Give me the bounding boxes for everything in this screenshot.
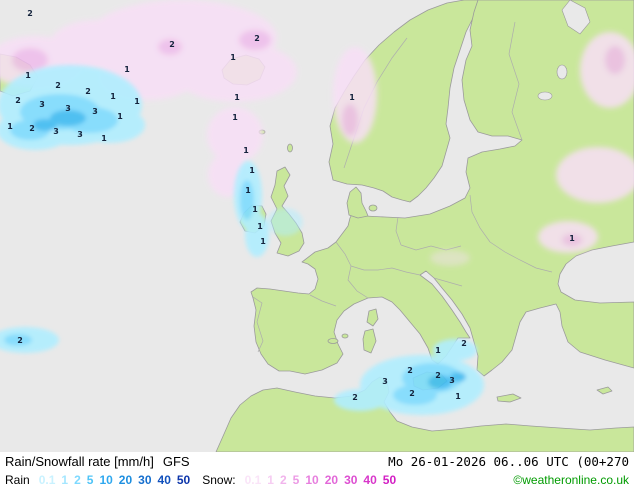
legend-scale-value: 40 xyxy=(157,473,171,487)
precip-value-label: 1 xyxy=(435,346,441,355)
legend-scale-value: 1 xyxy=(267,473,274,487)
precip-value-label: 2 xyxy=(409,389,415,398)
precip-value-label: 2 xyxy=(15,96,21,105)
land-denmark xyxy=(346,186,369,219)
legend-scale-value: 40 xyxy=(363,473,377,487)
precip-value-label: 2 xyxy=(85,87,91,96)
precip-value-label: 1 xyxy=(243,146,249,155)
precip-value-label: 1 xyxy=(349,93,355,102)
land-shetland xyxy=(287,143,293,153)
legend-scale-value: 50 xyxy=(382,473,397,487)
legend-scale-value: 0.1 xyxy=(244,473,262,487)
legend-scale-value: 30 xyxy=(344,473,358,487)
legend-scale-value: 5 xyxy=(86,473,94,487)
snow-legend-label: Snow: xyxy=(202,473,236,487)
copyright: ©weatheronline.co.uk xyxy=(513,473,629,487)
precip-value-label: 2 xyxy=(461,339,467,348)
precip-value-label: 1 xyxy=(230,53,236,62)
legend-scale-value: 20 xyxy=(324,473,339,487)
legend-scale-value: 1 xyxy=(61,473,69,487)
land-sardinia xyxy=(362,328,377,354)
precip-value-label: 1 xyxy=(7,122,13,131)
snow-scale: 0.1 1 2 5 10 20 30 40 50 xyxy=(245,471,397,489)
legend-scale-value: 10 xyxy=(305,473,319,487)
precip-value-label: 3 xyxy=(65,104,71,113)
precip-value-label: 1 xyxy=(257,222,263,231)
precip-value-label: 1 xyxy=(455,392,461,401)
precip-value-label: 2 xyxy=(55,81,61,90)
precip-value-label: 1 xyxy=(117,112,123,121)
precip-value-label: 2 xyxy=(407,366,413,375)
legend-scale-value: 5 xyxy=(292,473,300,487)
precip-value-label: 1 xyxy=(110,92,116,101)
land-zealand xyxy=(368,204,378,212)
precip-value-label: 2 xyxy=(17,336,23,345)
lake-ladoga xyxy=(537,91,553,101)
model-label: GFS xyxy=(162,454,190,469)
precip-value-label: 1 xyxy=(249,166,255,175)
map-datetime: Mo 26-01-2026 06..06 UTC (00+270 xyxy=(388,454,629,469)
legend-scale-value: 2 xyxy=(74,473,81,487)
precip-value-label: 3 xyxy=(77,130,83,139)
rain-legend-label: Rain xyxy=(5,473,30,487)
map-title: Rain/Snowfall rate [mm/h] GFS xyxy=(5,453,190,471)
legend-scale-value: 50 xyxy=(176,473,191,487)
landmasses xyxy=(0,0,634,452)
footer-bar: Rain/Snowfall rate [mm/h] GFS Mo 26-01-20… xyxy=(0,452,634,490)
precip-value-label: 3 xyxy=(449,376,455,385)
precip-value-label: 1 xyxy=(245,186,251,195)
precip-value-label: 3 xyxy=(39,100,45,109)
legend-scale-value: 10 xyxy=(99,473,113,487)
precip-value-label: 1 xyxy=(569,234,575,243)
precip-value-label: 1 xyxy=(232,113,238,122)
precip-value-label: 1 xyxy=(252,205,258,214)
precip-value-label: 1 xyxy=(260,237,266,246)
white-sea xyxy=(561,0,591,35)
precip-value-label: 3 xyxy=(53,127,59,136)
snow-layer xyxy=(0,0,634,266)
land-cyprus xyxy=(596,386,613,395)
product-label: Rain/Snowfall rate [mm/h] xyxy=(5,454,154,469)
land-mallorca xyxy=(327,338,339,344)
land-corsica xyxy=(366,308,379,327)
precip-value-label: 1 xyxy=(234,93,240,102)
legend-scale-value: 0.1 xyxy=(38,473,56,487)
precip-value-label: 2 xyxy=(435,371,441,380)
lake-onega xyxy=(556,64,568,80)
precip-value-label: 2 xyxy=(254,34,260,43)
precip-value-label: 1 xyxy=(25,71,31,80)
precip-value-label: 2 xyxy=(169,40,175,49)
precip-value-label: 3 xyxy=(382,377,388,386)
precip-value-label: 3 xyxy=(92,107,98,116)
precip-value-label: 1 xyxy=(124,65,130,74)
land-mainland-europe xyxy=(250,0,634,377)
legend-scale-value: 2 xyxy=(279,473,287,487)
country-borders xyxy=(252,21,553,353)
rain-layer xyxy=(0,65,484,415)
precip-value-label: 1 xyxy=(101,134,107,143)
precip-value-label: 1 xyxy=(134,97,140,106)
legend-scale-value: 30 xyxy=(138,473,152,487)
land-menorca xyxy=(341,333,349,339)
precip-value-label: 2 xyxy=(352,393,358,402)
land-crete xyxy=(496,393,522,403)
precip-value-label: 2 xyxy=(29,124,35,133)
rain-scale: 0.1 1 2 5 10 20 30 40 50 xyxy=(39,471,191,489)
precip-value-label: 2 xyxy=(27,9,33,18)
legend-scale-value: 20 xyxy=(118,473,133,487)
